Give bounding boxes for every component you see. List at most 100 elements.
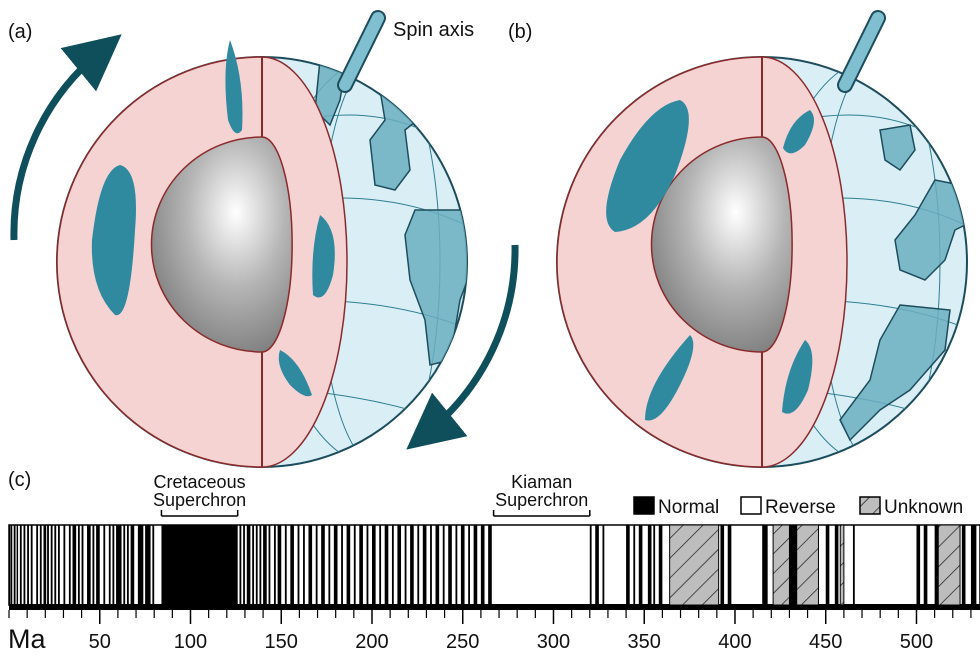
normal-interval <box>87 525 91 605</box>
legend-swatch <box>860 497 880 514</box>
panel-label: (b) <box>508 21 532 43</box>
panel-label: (a) <box>8 21 32 43</box>
unknown-interval <box>797 525 819 605</box>
superchron-label: Kiaman <box>511 472 572 492</box>
normal-interval <box>116 525 121 605</box>
normal-interval <box>602 525 604 605</box>
normal-interval <box>9 525 10 605</box>
tick-label: 100 <box>174 631 207 653</box>
legend-label: Reverse <box>765 497 836 518</box>
normal-interval <box>379 525 381 605</box>
tick-label: 400 <box>718 631 751 653</box>
normal-interval <box>54 525 56 605</box>
normal-interval <box>430 525 432 605</box>
normal-interval <box>826 525 830 605</box>
normal-interval <box>69 525 71 605</box>
normal-interval <box>131 525 135 605</box>
normal-interval <box>397 525 401 605</box>
normal-interval <box>269 525 271 605</box>
normal-interval <box>924 525 928 605</box>
normal-interval <box>653 525 655 605</box>
legend-label: Normal <box>658 497 719 518</box>
normal-interval <box>935 525 939 605</box>
normal-interval <box>239 525 241 605</box>
normal-interval <box>410 525 414 605</box>
normal-interval <box>468 525 470 605</box>
normal-interval <box>63 525 65 605</box>
normal-interval <box>36 525 38 605</box>
normal-interval <box>278 525 282 605</box>
normal-interval <box>321 525 325 605</box>
normal-interval <box>263 525 267 605</box>
normal-interval <box>316 525 318 605</box>
legend-swatch <box>634 497 654 514</box>
normal-interval <box>648 525 652 605</box>
superchron-bracket <box>161 510 237 516</box>
axis-label: Ma <box>8 624 46 654</box>
tick-label: 350 <box>628 631 661 653</box>
superchron-label: Superchron <box>153 490 246 510</box>
normal-interval <box>103 525 105 605</box>
normal-interval <box>96 525 100 605</box>
normal-interval <box>639 525 643 605</box>
normal-interval <box>92 525 94 605</box>
normal-interval <box>11 525 12 605</box>
legend-swatch <box>741 497 761 514</box>
normal-interval <box>247 525 251 605</box>
normal-interval <box>127 525 129 605</box>
normal-interval <box>334 525 338 605</box>
normal-interval <box>138 525 143 605</box>
unknown-interval <box>773 525 789 605</box>
tick-label: 300 <box>537 631 570 653</box>
normal-interval <box>461 525 465 605</box>
normal-interval <box>256 525 258 605</box>
normal-interval <box>762 525 767 605</box>
axis-bar <box>9 604 980 610</box>
normal-interval <box>14 525 16 605</box>
normal-interval <box>474 525 478 605</box>
unknown-interval <box>840 525 844 605</box>
normal-interval <box>385 525 389 605</box>
normal-interval <box>626 525 630 605</box>
normal-interval <box>82 525 84 605</box>
timescale-frame <box>9 525 980 605</box>
tick-label: 50 <box>89 631 111 653</box>
normal-interval <box>285 525 287 605</box>
superchron-label: Superchron <box>495 490 588 510</box>
normal-interval <box>443 525 445 605</box>
normal-interval <box>405 525 407 605</box>
normal-interval <box>728 525 732 605</box>
normal-interval <box>455 525 457 605</box>
normal-interval <box>290 525 294 605</box>
normal-interval <box>40 525 42 605</box>
tick-label: 450 <box>809 631 842 653</box>
tick-label: 250 <box>446 631 479 653</box>
normal-interval <box>789 525 796 605</box>
normal-interval <box>161 525 237 605</box>
normal-interval <box>123 525 125 605</box>
normal-interval <box>347 525 351 605</box>
normal-interval <box>243 525 245 605</box>
normal-interval <box>448 525 452 605</box>
normal-interval <box>595 525 599 605</box>
superchron-bracket <box>494 510 590 516</box>
normal-interval <box>112 525 114 605</box>
normal-interval <box>436 525 440 605</box>
normal-interval <box>73 525 77 605</box>
normal-interval <box>341 525 343 605</box>
normal-interval <box>372 525 376 605</box>
normal-interval <box>298 525 300 605</box>
tick-label: 150 <box>265 631 298 653</box>
panel-label: (c) <box>8 469 31 491</box>
normal-interval <box>43 525 46 605</box>
unknown-interval <box>938 525 960 605</box>
normal-interval <box>488 525 492 605</box>
globe-a <box>14 18 515 467</box>
normal-interval <box>962 525 966 605</box>
normal-interval <box>481 525 485 605</box>
normal-interval <box>392 525 394 605</box>
normal-interval <box>633 525 635 605</box>
normal-interval <box>78 525 80 605</box>
normal-interval <box>145 525 150 605</box>
normal-interval <box>47 525 49 605</box>
